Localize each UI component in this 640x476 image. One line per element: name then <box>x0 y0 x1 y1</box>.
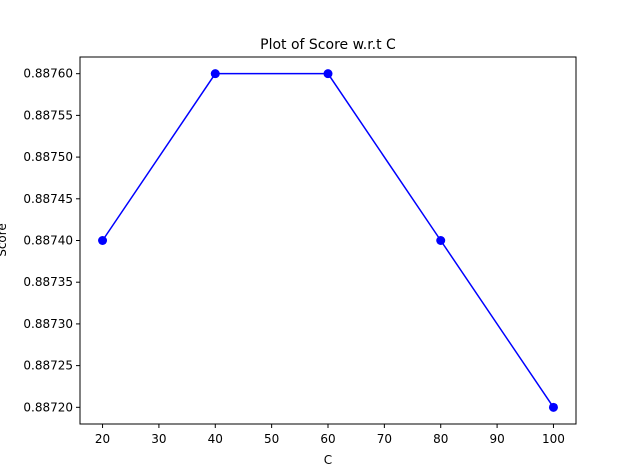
x-tick-label: 80 <box>433 432 448 446</box>
x-axis-label: C <box>324 453 332 467</box>
x-tick-label: 100 <box>542 432 565 446</box>
x-tick-label: 30 <box>151 432 166 446</box>
y-tick-label: 0.88750 <box>23 150 73 164</box>
x-tick-label: 20 <box>95 432 110 446</box>
chart-title: Plot of Score w.r.t C <box>260 37 396 53</box>
y-tick-label: 0.88760 <box>23 67 73 81</box>
plot-area <box>79 56 577 425</box>
x-tick-label: 60 <box>320 432 335 446</box>
y-tick-label: 0.88755 <box>23 108 73 122</box>
y-tick-label: 0.88720 <box>23 400 73 414</box>
y-tick-label: 0.88735 <box>23 275 73 289</box>
x-tick-label: 50 <box>264 432 279 446</box>
series-line <box>101 72 555 408</box>
y-tick-label: 0.88740 <box>23 234 73 248</box>
y-tick-label: 0.88725 <box>23 359 73 373</box>
x-tick-label: 70 <box>377 432 392 446</box>
y-tick-label: 0.88745 <box>23 192 73 206</box>
data-point <box>98 236 108 245</box>
series-layer <box>98 69 558 412</box>
data-point <box>436 236 446 245</box>
data-point <box>548 402 558 412</box>
data-point <box>323 69 333 79</box>
x-tick-label: 40 <box>208 432 223 446</box>
x-tick-label: 90 <box>489 432 504 446</box>
y-axis-ticks: 0.88720 0.88725 0.88730 0.88735 0.88740 0.887… <box>23 67 80 414</box>
x-axis-ticks: 20 30 40 50 60 70 80 90 100 <box>95 424 565 446</box>
y-tick-label: 0.88730 <box>23 317 73 331</box>
data-point <box>210 69 220 79</box>
axes-frame <box>79 56 577 425</box>
y-axis-label: Score <box>0 223 9 257</box>
